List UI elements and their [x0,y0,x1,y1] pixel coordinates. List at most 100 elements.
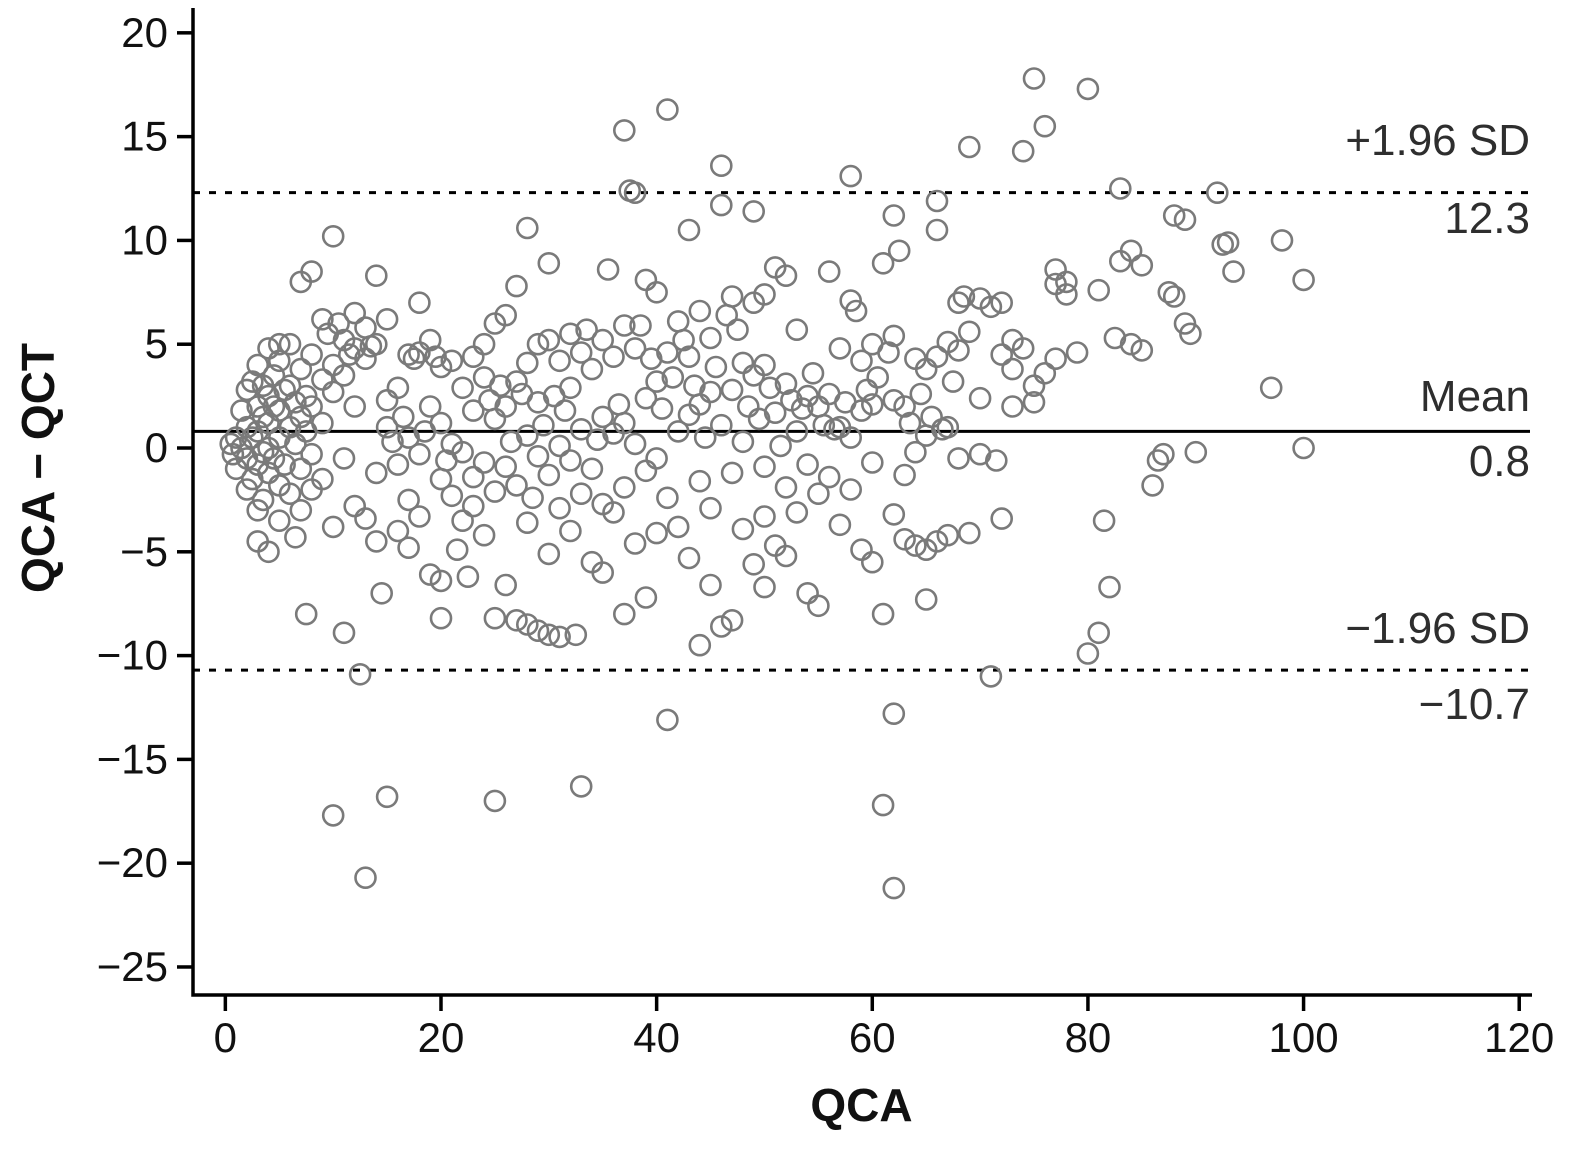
data-point [559,376,582,400]
data-point [354,347,377,371]
data-point [1055,283,1078,306]
data-point [262,364,286,387]
data-point [251,440,275,464]
data-point [634,586,658,609]
data-point [591,561,615,584]
data-point [612,119,636,142]
data-point [1055,270,1078,294]
data-point [364,264,388,288]
data-point [461,399,485,422]
data-point [898,411,922,435]
mean-line-value: 0.8 [1468,437,1530,486]
upper-loa-label: +1.96 SD [1345,116,1530,165]
data-point [1022,67,1046,90]
data-point [300,343,323,366]
y-tick-label: −5 [120,528,168,575]
data-point [1130,339,1154,362]
data-point [397,536,420,560]
data-point [548,496,571,520]
data-point [871,602,895,626]
data-point [774,372,798,396]
data-point [278,332,302,356]
data-point [337,343,361,366]
data-point [666,515,690,539]
data-point [1206,181,1229,204]
x-axis-label: QCA [810,1079,913,1131]
data-point [408,442,431,466]
data-point [709,154,733,177]
data-point [230,399,253,422]
data-point [839,164,863,188]
data-point [860,451,884,474]
data-point [720,461,744,485]
data-point [844,299,868,323]
data-point [957,320,981,344]
data-point [537,328,561,352]
data-point [666,420,690,443]
data-point [472,332,496,356]
data-point [332,621,356,645]
data-point [666,310,690,333]
data-point [386,519,410,543]
data-point [1109,177,1132,200]
data-point [726,318,749,342]
data-point [1222,260,1245,283]
data-point [634,268,658,292]
data-point [1157,280,1181,304]
data-point [914,588,938,611]
data-point [246,498,270,522]
data-point [612,314,636,337]
data-point [850,349,873,373]
data-point [634,459,658,483]
data-point [602,345,625,369]
y-tick-label: −15 [97,735,168,782]
data-point [990,507,1014,530]
data-point [246,353,270,377]
data-point [440,484,464,508]
data-point [645,280,668,304]
data-point [483,606,507,630]
data-point [957,135,981,159]
data-point [235,415,259,439]
data-point [612,476,636,499]
data-point [327,312,350,335]
data-point [289,498,313,522]
data-point [262,395,286,418]
data-point [526,332,550,356]
data-point [941,370,965,393]
data-point [709,413,733,437]
data-point [580,357,604,381]
data-point [709,193,733,217]
data-point [311,307,334,331]
data-point [1270,229,1294,252]
data-point [623,432,647,456]
data-point [753,283,776,306]
data-point [1001,395,1024,418]
y-tick-label: 10 [121,216,168,263]
data-point [623,337,647,360]
data-point [731,351,755,375]
data-point [505,474,528,497]
data-point [801,361,825,385]
data-point [839,426,863,449]
data-point [709,615,733,638]
data-point [300,395,323,418]
data-point [952,285,976,308]
data-point [294,602,318,626]
data-point [634,386,658,410]
data-point [612,602,636,626]
data-point [1076,642,1100,665]
data-point [677,546,701,570]
data-point [925,189,949,213]
data-point [887,239,911,263]
data-point [688,299,712,323]
data-point [828,337,852,360]
data-point [591,405,615,429]
data-point [990,291,1014,315]
data-point [494,303,518,327]
data-point [807,482,830,506]
data-point [402,347,426,371]
data-point [267,332,291,356]
data-point [321,515,345,539]
data-point [257,384,280,408]
